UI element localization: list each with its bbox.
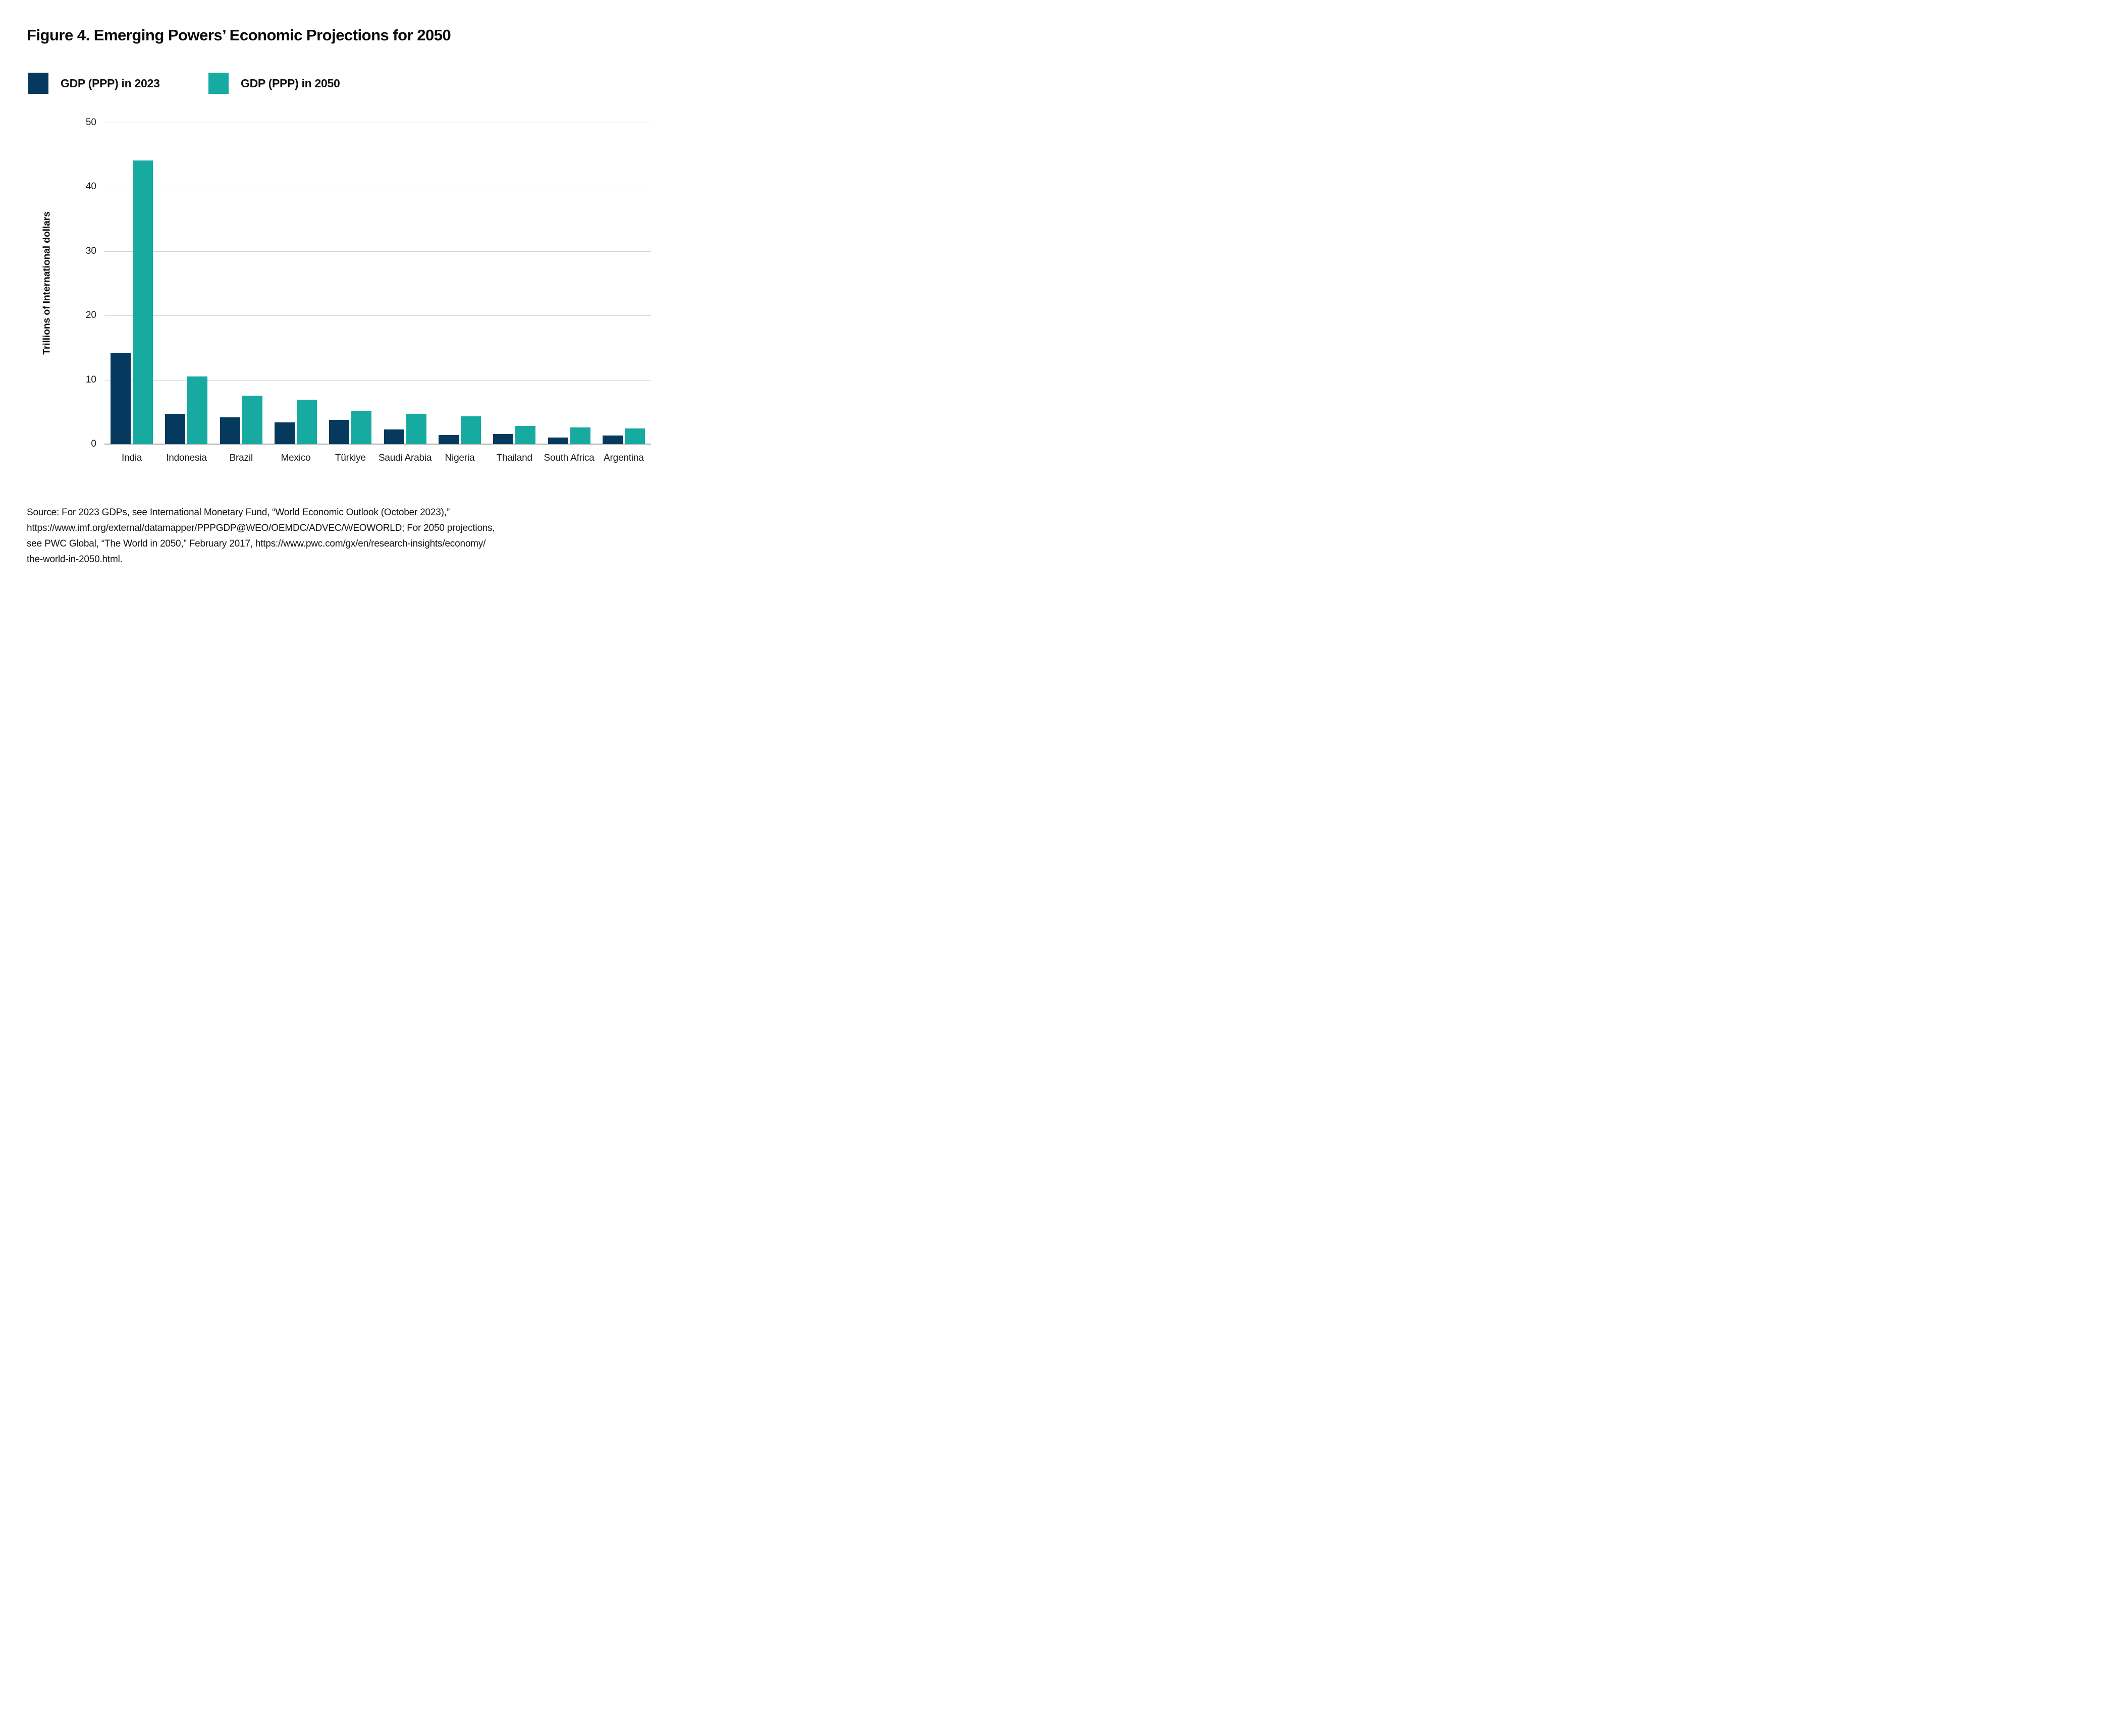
y-tick-label: 0 (91, 439, 96, 449)
y-tick-label: 50 (85, 117, 96, 128)
y-tick-label: 20 (85, 310, 96, 321)
bar-2023 (275, 422, 295, 444)
bar-2023 (602, 436, 623, 444)
x-axis-line (104, 444, 651, 445)
x-tick-label: Saudi Arabia (378, 453, 432, 463)
bar-2050 (133, 160, 153, 444)
legend-swatch-2050 (208, 73, 229, 94)
x-tick-label: Thailand (496, 453, 532, 463)
bar-2050 (297, 400, 317, 444)
bar-2023 (111, 353, 131, 444)
x-tick-label: Brazil (229, 453, 253, 463)
bar-group-saudi-arabia: Saudi Arabia (378, 123, 432, 463)
bar-group-argentina: Argentina (597, 123, 651, 463)
bar-2050 (187, 376, 208, 444)
bar-group-mexico: Mexico (268, 123, 323, 463)
x-tick-label: Mexico (281, 453, 311, 463)
bar-2023 (220, 417, 240, 444)
bar-group-nigeria: Nigeria (433, 123, 487, 463)
legend-item-2023: GDP (PPP) in 2023 (28, 73, 160, 94)
bar-2023 (384, 429, 404, 444)
x-tick-label: Argentina (604, 453, 644, 463)
x-tick-label: Türkiye (335, 453, 366, 463)
bar-2023 (165, 414, 186, 444)
bar-2050 (242, 396, 262, 444)
bar-2023 (329, 419, 350, 444)
gridline (104, 251, 651, 252)
bar-2050 (460, 416, 481, 444)
bar-2050 (406, 414, 426, 444)
gridline (104, 315, 651, 316)
x-tick-label: Indonesia (166, 453, 207, 463)
page: Figure 4. Emerging Powers’ Economic Proj… (0, 0, 701, 579)
legend-label-2023: GDP (PPP) in 2023 (61, 76, 160, 90)
bar-group-türkiye: Türkiye (323, 123, 378, 463)
gridline (104, 379, 651, 381)
bar-2050 (351, 410, 372, 444)
legend-swatch-2023 (28, 73, 48, 94)
y-axis-title: Trillions of International dollars (41, 211, 52, 355)
x-tick-label: India (122, 453, 142, 463)
bar-group-indonesia: Indonesia (159, 123, 213, 463)
bar-2050 (624, 428, 645, 444)
bar-2050 (570, 427, 590, 444)
plot-area: India Indonesia Brazil Mexico Türkiye Saudi A… (86, 117, 651, 463)
bar-group-brazil: Brazil (214, 123, 268, 463)
bar-group-thailand: Thailand (487, 123, 542, 463)
x-tick-label: Nigeria (445, 453, 475, 463)
bar-group-south-africa: South Africa (542, 123, 596, 463)
source-note: Source: For 2023 GDPs, see International… (27, 507, 495, 565)
legend-label-2050: GDP (PPP) in 2050 (241, 76, 340, 90)
figure-title: Figure 4. Emerging Powers’ Economic Proj… (27, 26, 451, 44)
y-tick-label: 30 (85, 245, 96, 256)
x-tick-label: South Africa (544, 453, 595, 463)
bar-2023 (548, 438, 568, 444)
bar-2023 (438, 435, 459, 444)
y-tick-label: 10 (85, 374, 96, 385)
legend-item-2050: GDP (PPP) in 2050 (208, 73, 340, 94)
bar-groups: India Indonesia Brazil Mexico Türkiye Saudi A… (104, 123, 651, 463)
y-tick-label: 40 (85, 181, 96, 192)
bar-2023 (493, 433, 514, 444)
bar-group-india: India (104, 123, 159, 463)
bar-2050 (515, 426, 536, 444)
